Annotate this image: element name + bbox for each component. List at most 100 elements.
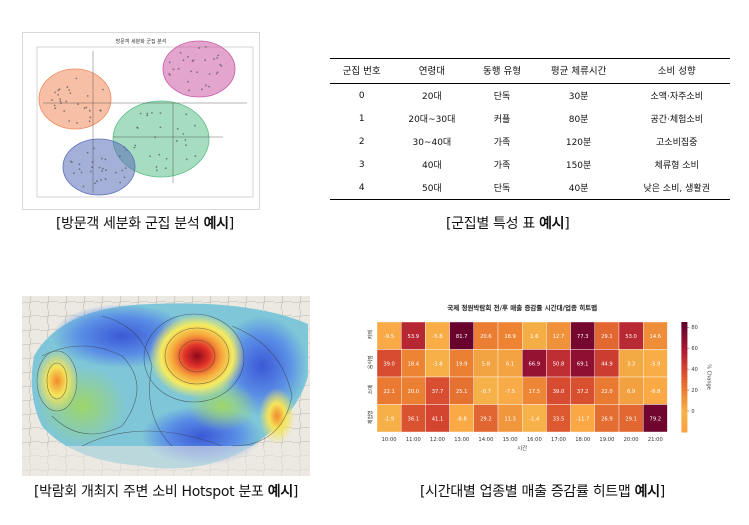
scatter-point [119, 155, 121, 158]
table-cell: 120분 [565, 138, 592, 148]
scatter-point [96, 180, 98, 183]
heatmap-x-tick: 13:00 [454, 437, 469, 443]
scatter-point [101, 167, 104, 170]
scatter-point [185, 113, 188, 116]
colorbar-segment [681, 344, 688, 348]
colorbar-segment [681, 363, 688, 367]
scatter-point [179, 51, 182, 54]
colorbar-segment [681, 333, 688, 337]
heatmap-x-tick: 17:00 [551, 437, 566, 443]
scatter-point [94, 182, 96, 185]
heatmap-x-label: 시간 [517, 444, 527, 452]
heatmap-cell [473, 376, 499, 405]
colorbar-segment [681, 327, 688, 331]
scatter-point [136, 126, 139, 129]
heatmap-cell-label: 39.0 [383, 361, 395, 367]
scatter-point [77, 103, 79, 106]
table-cell: 4 [330, 176, 394, 200]
scatter-point [134, 144, 137, 147]
heatmap-x-tick: 16:00 [527, 437, 542, 443]
heatmap-x-tick: 10:00 [382, 437, 397, 443]
cluster-scatter-svg: 방문객 세분화 군집 분석 [36, 38, 254, 198]
table-cell: 40대 [421, 161, 442, 171]
colorbar-segment [681, 341, 688, 345]
heatmap-y-tick: 카페 [367, 330, 374, 340]
table-header-cell: 평균 체류시간 [533, 58, 624, 84]
colorbar-segment [681, 346, 688, 350]
scatter-point [124, 167, 127, 169]
heatmap-cell [497, 376, 523, 405]
scatter-point [175, 140, 178, 142]
heatmap-cell-label: 18.4 [408, 361, 420, 367]
scatter-point [168, 61, 171, 64]
table-cell: 2 [358, 136, 365, 147]
scatter-point [51, 99, 54, 102]
scatter-point [184, 138, 187, 141]
scatter-point [216, 57, 219, 59]
table-cell: 40분 [533, 176, 624, 200]
colorbar-segment [681, 322, 688, 326]
heatmap-y-tick: 음식점 [367, 355, 374, 369]
colorbar-segment [681, 379, 688, 383]
heatmap-title: 국제 정원박람회 전/후 매출 증감률 시간대/업종 히트맵 [447, 303, 597, 312]
scatter-point [100, 170, 103, 172]
caption-heatmap: [시간대별 업종별 매출 증감률 히트맵 예시] [420, 484, 665, 500]
heatmap-cell-label: 66.9 [529, 361, 541, 367]
heatmap-cell [546, 349, 571, 378]
table-cell: 단독 [493, 92, 511, 102]
table-cell: 가족 [493, 138, 511, 148]
scatter-point [86, 95, 89, 97]
heatmap-cell-label: 20.0 [408, 389, 420, 395]
heatmap-cell [376, 321, 402, 350]
scatter-point [217, 54, 220, 57]
scatter-point [151, 112, 153, 114]
scatter-point [204, 84, 207, 87]
scatter-point [63, 110, 66, 113]
heatmap-x-tick: 18:00 [575, 437, 590, 443]
heatmap-cell [497, 321, 523, 350]
cluster-region-pink [162, 40, 236, 98]
table-row: 3 40대 가족 150분 체류형 소비 [330, 153, 730, 176]
scatter-point [190, 70, 193, 73]
table-row: 2 30~40대 가족 120분 고소비집중 [330, 130, 730, 153]
table-row: 1 20대~30대 커플 80분 공간·체험소비 [330, 107, 730, 130]
table-cell: 공간·체험소비 [650, 115, 703, 125]
colorbar-segment [681, 335, 688, 339]
heatmap-cell-label: 26.9 [601, 416, 613, 422]
scatter-point [155, 166, 158, 168]
scatter-point [98, 166, 101, 169]
heatmap-cell-label: 29.1 [601, 334, 613, 340]
heatmap-cell-label: 12.7 [553, 334, 565, 340]
heatmap-cell [401, 321, 426, 350]
heatmap-cell [594, 321, 620, 350]
scatter-point [82, 185, 85, 188]
heatmap-x-tick: 21:00 [648, 437, 663, 443]
table-cell: 3 [358, 159, 365, 170]
heatmap-cell-label: -1.9 [384, 416, 394, 422]
table-cell: 소액·자주소비 [650, 92, 703, 102]
table-header-cell: 군집 번호 [330, 58, 394, 84]
table-header-cell: 동행 유형 [470, 58, 534, 84]
scatter-point [220, 65, 223, 67]
colorbar-segment [681, 385, 688, 389]
table-header-cell: 소비 성향 [623, 58, 730, 84]
colorbar-tick-label: 0 [691, 409, 694, 415]
scatter-title: 방문객 세분화 군집 분석 [116, 38, 167, 45]
scatter-point [102, 88, 104, 91]
scatter-point [159, 112, 162, 115]
heatmap-cell [425, 376, 450, 405]
heatmap-cell-label: -8.8 [650, 389, 660, 395]
scatter-point [114, 171, 117, 174]
colorbar-tick-label: 40 [691, 367, 697, 373]
scatter-point [200, 88, 203, 91]
scatter-point [133, 146, 136, 149]
heatmap-x-tick: 19:00 [599, 437, 614, 443]
scatter-point [100, 157, 103, 160]
scatter-point [204, 59, 207, 62]
scatter-point [146, 114, 149, 117]
heatmap-x-tick: 20:00 [624, 437, 639, 443]
sales-heatmap: 국제 정원박람회 전/후 매출 증감률 시간대/업종 히트맵 -9.5 53.9 -5… [353, 300, 733, 465]
scatter-point [59, 100, 62, 103]
scatter-point [158, 153, 161, 156]
scatter-point [187, 55, 189, 58]
